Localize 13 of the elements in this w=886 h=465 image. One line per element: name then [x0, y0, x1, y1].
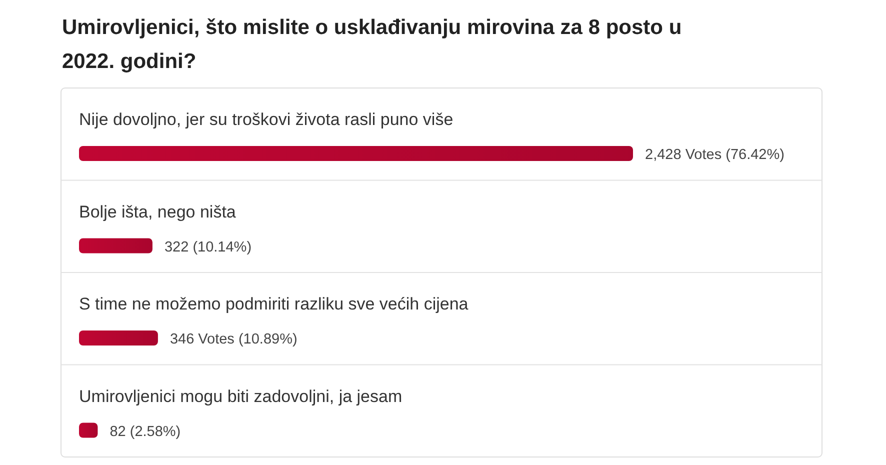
y-tick-label: Umirovljenici mogu biti zadovoljni, ja jesam [79, 386, 402, 406]
data-label: 346 Votes (10.89%) [170, 332, 298, 348]
y-tick-label: Nije dovoljno, jer su troškovi života rasli puno više [79, 110, 454, 129]
data-label: 2,428 Votes (76.42%) [645, 147, 784, 163]
bar [79, 422, 98, 438]
data-label: 82 (2.58%) [110, 424, 181, 440]
data-label: 322 (10.14%) [164, 239, 252, 256]
chart-title: Umirovljenici, što mislite o usklađivanju mirovina za 8 posto u 2022. godini? [62, 16, 682, 73]
y-tick-label: S time ne možemo podmiriti razliku sve većih cijena [79, 294, 469, 314]
bar [79, 330, 158, 346]
y-tick-label: Bolje išta, nego ništa [79, 202, 236, 222]
bar [79, 146, 633, 161]
bar [79, 238, 152, 254]
